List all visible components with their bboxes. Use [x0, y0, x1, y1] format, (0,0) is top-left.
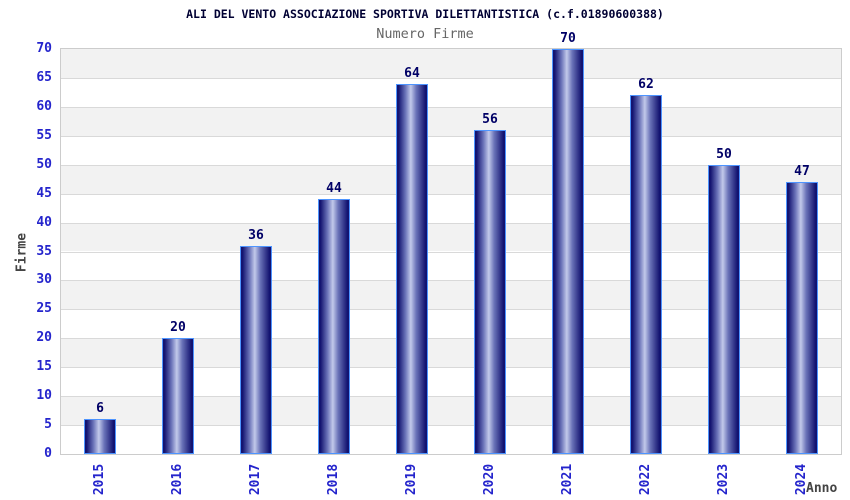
bar: [240, 246, 272, 454]
gridline: [61, 223, 841, 224]
x-tick-label: 2018: [314, 459, 354, 499]
plot-band: [61, 135, 841, 165]
y-tick-label: 40: [36, 215, 52, 230]
gridline: [61, 194, 841, 195]
gridline: [61, 338, 841, 339]
bar: [84, 419, 116, 454]
y-tick-label: 55: [36, 128, 52, 143]
y-tick-label: 20: [36, 330, 52, 345]
gridline: [61, 252, 841, 253]
bar-value-label: 56: [482, 112, 498, 127]
x-tick-label-text: 2017: [248, 463, 264, 495]
gridline: [61, 280, 841, 281]
bar: [630, 95, 662, 454]
x-tick-label: 2015: [80, 459, 120, 499]
x-tick-label-text: 2022: [638, 463, 654, 495]
bar: [474, 130, 506, 454]
y-tick-label: 0: [44, 446, 52, 461]
y-tick-label: 35: [36, 244, 52, 259]
bar: [162, 338, 194, 454]
y-tick-label: 45: [36, 186, 52, 201]
plot-band: [61, 49, 841, 78]
y-tick-label: 50: [36, 157, 52, 172]
y-tick-label: 25: [36, 301, 52, 316]
y-tick-label: 15: [36, 359, 52, 374]
x-tick-label: 2024: [782, 459, 822, 499]
x-tick-label: 2019: [392, 459, 432, 499]
x-tick-label-text: 2015: [92, 463, 108, 495]
x-tick-label: 2016: [158, 459, 198, 499]
x-tick-label-text: 2018: [326, 463, 342, 495]
bar-value-label: 64: [404, 66, 420, 81]
bar-value-label: 20: [170, 320, 186, 335]
gridline: [61, 396, 841, 397]
chart-title: ALI DEL VENTO ASSOCIAZIONE SPORTIVA DILE…: [186, 7, 664, 21]
gridline: [61, 425, 841, 426]
bar: [786, 182, 818, 454]
bar-value-label: 62: [638, 77, 654, 92]
x-tick-label: 2017: [236, 459, 276, 499]
x-tick-label: 2022: [626, 459, 666, 499]
x-tick-label-text: 2024: [794, 463, 810, 495]
bar: [708, 165, 740, 454]
bar: [552, 49, 584, 454]
bar: [318, 199, 350, 454]
bar: [396, 84, 428, 454]
plot-band: [61, 106, 841, 136]
gridline: [61, 367, 841, 368]
plot-band: [61, 77, 841, 107]
bar-value-label: 36: [248, 228, 264, 243]
bar-value-label: 44: [326, 181, 342, 196]
gridline: [61, 136, 841, 137]
gridline: [61, 107, 841, 108]
x-tick-label-text: 2021: [560, 463, 576, 495]
bar-value-label: 70: [560, 31, 576, 46]
bar-value-label: 6: [96, 401, 104, 416]
x-tick-label-text: 2020: [482, 463, 498, 495]
gridline: [61, 309, 841, 310]
y-tick-label: 60: [36, 99, 52, 114]
bar-value-label: 47: [794, 164, 810, 179]
x-axis-title: Anno: [806, 481, 838, 496]
y-tick-label: 10: [36, 388, 52, 403]
x-tick-label-text: 2023: [716, 463, 732, 495]
gridline: [61, 165, 841, 166]
x-tick-label: 2023: [704, 459, 744, 499]
x-tick-label-text: 2016: [170, 463, 186, 495]
y-tick-label: 30: [36, 272, 52, 287]
x-tick-label: 2021: [548, 459, 588, 499]
y-tick-label: 70: [36, 41, 52, 56]
y-tick-label: 5: [44, 417, 52, 432]
chart-subtitle: Numero Firme: [376, 26, 474, 42]
x-tick-label-text: 2019: [404, 463, 420, 495]
y-tick-label: 65: [36, 70, 52, 85]
gridline: [61, 78, 841, 79]
bar-value-label: 50: [716, 147, 732, 162]
x-tick-label: 2020: [470, 459, 510, 499]
plot-area: 6 20 36 44 64 56 70 62 50 47: [60, 31, 842, 455]
